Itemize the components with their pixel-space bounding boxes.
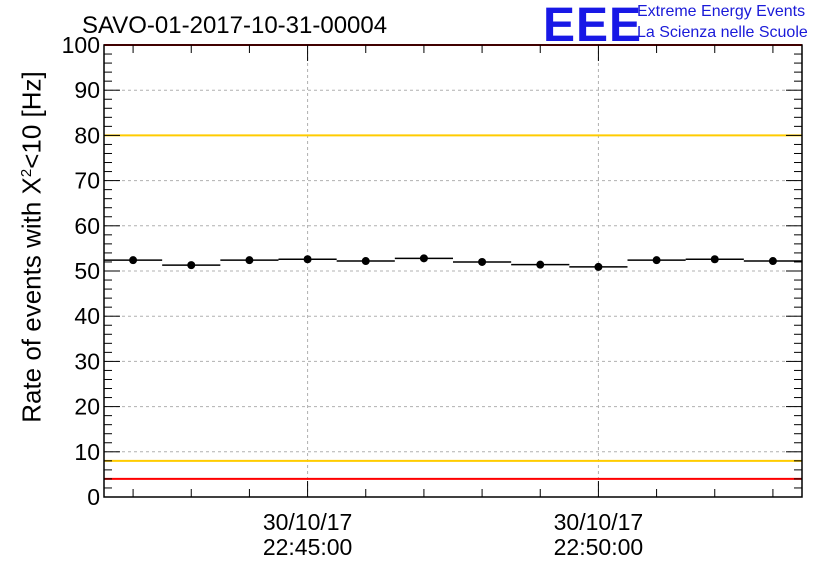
- chart-title: SAVO-01-2017-10-31-00004: [82, 12, 388, 39]
- y-axis-title-sup: 2: [17, 168, 35, 178]
- grid: [104, 45, 802, 497]
- eee-logo: EEE: [543, 0, 643, 52]
- data-series: [104, 254, 802, 271]
- logo-caption-line1: Extreme Energy Events: [637, 3, 806, 20]
- y-tick-label: 90: [74, 77, 100, 103]
- y-tick-label: 50: [74, 258, 100, 284]
- y-tick-label: 20: [74, 394, 100, 420]
- x-tick-time-1: 22:50:00: [553, 534, 644, 561]
- y-axis-title: Rate of events with X2<10 [Hz]: [17, 71, 48, 423]
- y-tick-label: 0: [87, 484, 100, 510]
- data-point: [768, 257, 777, 266]
- data-point: [478, 257, 487, 266]
- data-point: [536, 260, 545, 269]
- data-point: [419, 254, 428, 263]
- x-tick-label-1: 30/10/17 22:50:00: [553, 509, 644, 561]
- logo-caption-line2: La Scienza nelle Scuole: [637, 24, 808, 41]
- data-point: [710, 255, 719, 264]
- data-point: [129, 256, 138, 265]
- x-tick-label-0: 30/10/17 22:45:00: [262, 509, 353, 561]
- y-tick-label: 10: [74, 439, 100, 465]
- y-tick-label: 60: [74, 213, 100, 239]
- data-point: [187, 261, 196, 270]
- x-tick-time-0: 22:45:00: [262, 534, 353, 561]
- y-tick-label: 30: [74, 348, 100, 374]
- y-tick-label: 100: [62, 32, 100, 58]
- data-point: [594, 262, 603, 271]
- axis-ticks: [104, 44, 802, 498]
- y-axis-title-prefix: Rate of events with X: [16, 177, 47, 423]
- y-tick-labels: 0 10 20 30 40 50 60 70 80 90 100: [62, 32, 100, 510]
- x-tick-date-1: 30/10/17: [553, 509, 644, 535]
- y-tick-label: 70: [74, 168, 100, 194]
- data-point: [652, 256, 661, 265]
- data-point: [303, 255, 312, 264]
- y-tick-label: 80: [74, 122, 100, 148]
- y-axis-title-suffix: <10 [Hz]: [16, 71, 47, 169]
- data-point: [361, 257, 370, 266]
- data-point: [245, 256, 254, 265]
- y-tick-label: 40: [74, 303, 100, 329]
- x-tick-date-0: 30/10/17: [262, 509, 353, 535]
